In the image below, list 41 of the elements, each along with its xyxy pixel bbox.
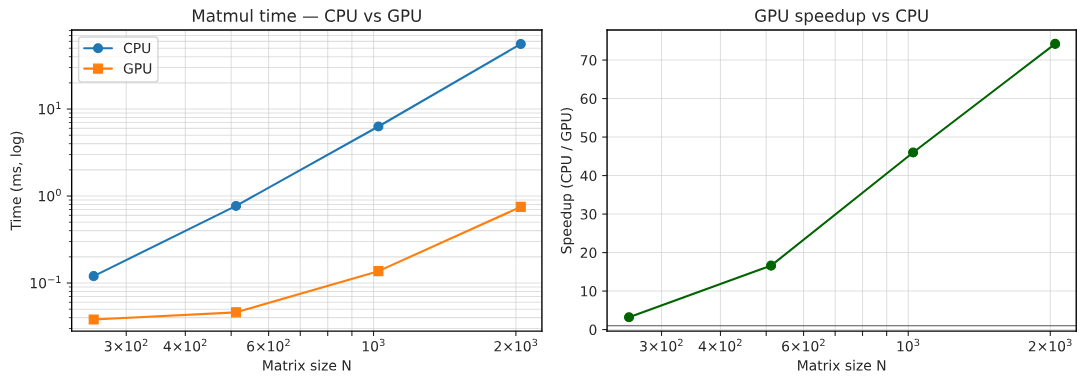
- x-tick-label: 2×10$^{3}$: [1028, 338, 1072, 352]
- x-axis-title: Matrix size N: [263, 359, 351, 371]
- y-axis-title: Time (ms, log): [10, 131, 24, 231]
- x-tick-label: 6×10$^{2}$: [247, 338, 290, 352]
- y-tick-label: 10$^{1}$: [39, 101, 61, 115]
- point: [231, 200, 242, 211]
- point: [515, 201, 526, 212]
- x-tick-label: 6×10$^{2}$: [782, 338, 825, 352]
- x-tick-label: 3×10$^{2}$: [640, 338, 683, 352]
- point: [231, 307, 242, 318]
- y-axis-title: Speedup (CPU / GPU): [560, 108, 575, 254]
- chart-title: Matmul time — CPU vs GPU: [192, 9, 421, 22]
- y-tick-label: 30: [580, 209, 597, 220]
- x-tick-label: 2×10$^{3}$: [494, 338, 538, 352]
- x-tick-label: 10$^{3}$: [897, 338, 920, 352]
- x-tick-label: 10$^{3}$: [362, 338, 385, 352]
- x-tick-label: 4×10$^{2}$: [698, 338, 742, 352]
- y-tick-label: 40: [580, 170, 597, 182]
- legend-label: GPU: [123, 63, 152, 74]
- point: [88, 314, 99, 325]
- x-tick-label: 4×10$^{2}$: [163, 338, 207, 352]
- point: [908, 147, 919, 158]
- y-tick-label: 70: [580, 55, 597, 66]
- y-tick-label: 20: [580, 247, 597, 259]
- chart-title: GPU speedup vs CPU: [755, 9, 928, 26]
- point: [766, 260, 777, 271]
- point: [515, 38, 526, 50]
- y-tick-label: 10: [581, 286, 597, 297]
- point: [373, 266, 384, 277]
- legend-label: CPU: [123, 42, 151, 54]
- point: [1050, 38, 1061, 49]
- y-tick-label: 10$^{0}$: [39, 188, 61, 202]
- y-tick-label: 10$^{−1}$: [30, 275, 61, 289]
- point: [88, 271, 99, 282]
- y-tick-label: 0: [589, 324, 597, 336]
- point: [373, 121, 384, 132]
- y-tick-label: 60: [580, 93, 597, 105]
- point: [623, 312, 635, 323]
- x-tick-label: 3×10$^{2}$: [104, 338, 148, 352]
- x-axis-title: Matrix size N: [798, 359, 886, 371]
- y-tick-label: 50: [580, 132, 597, 143]
